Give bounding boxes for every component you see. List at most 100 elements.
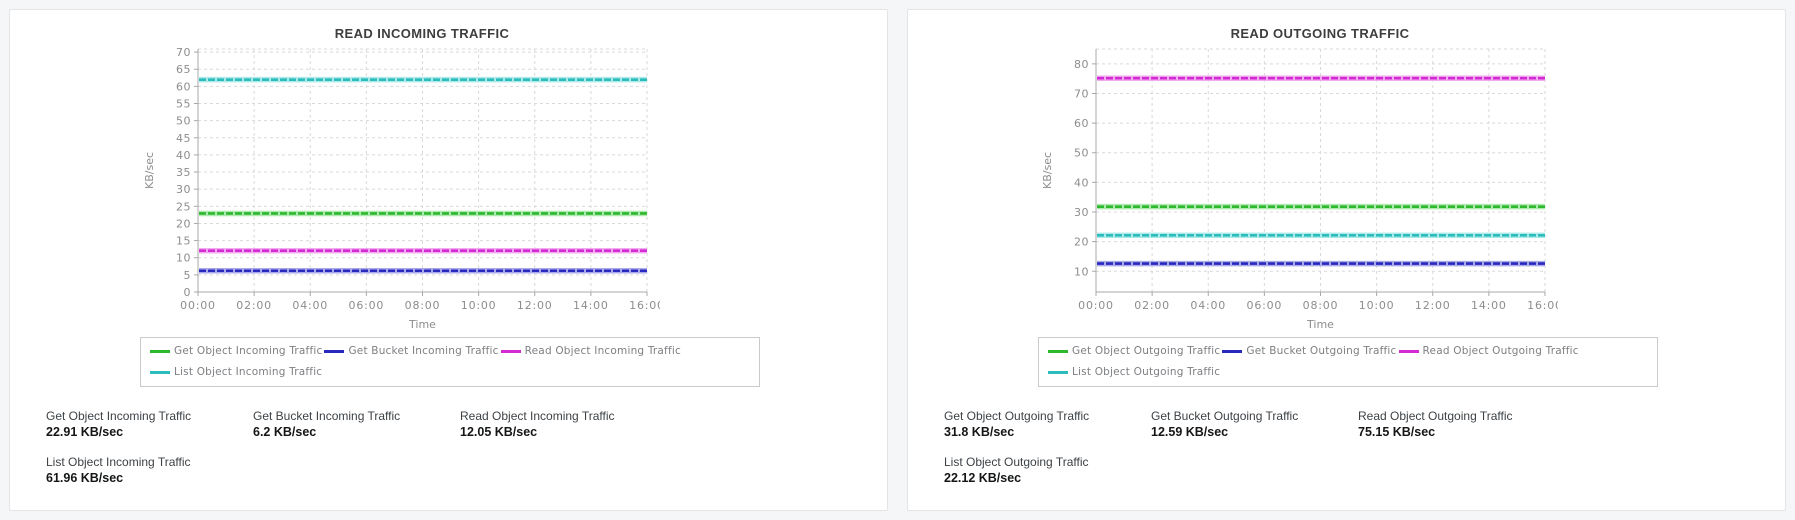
stat-label: Read Object Outgoing Traffic [1358,409,1513,423]
x-tick-label: 02:00 [1134,299,1170,312]
legend-swatch-line [500,350,521,353]
stat-label: Get Object Outgoing Traffic [944,409,1090,423]
stat-label: List Object Outgoing Traffic [944,455,1089,469]
y-tick-label: 10 [1074,265,1089,278]
stat-item: List Object Outgoing Traffic 22.12 KB/sec [944,455,1151,487]
x-tick-label: 10:00 [1359,299,1395,312]
y-tick-label: 60 [176,80,191,93]
legend-swatch-line [1048,350,1068,353]
y-tick-label: 55 [176,97,191,110]
line-chart: 10 20 30 40 50 60 70 80 00:00 02:00 04:00 06:00 08:0… [1041,48,1558,331]
y-tick-label: 25 [176,200,191,213]
x-tick-label: 00:00 [1078,299,1114,312]
stat-item: Read Object Incoming Traffic 12.05 KB/sec [460,409,667,441]
x-axis-label: Time [408,318,436,331]
y-tick-label: 50 [176,115,191,128]
stat-label: Get Object Incoming Traffic [46,409,192,423]
stat-value: 22.91 KB/sec [46,425,124,439]
legend-swatch-line [324,350,345,353]
x-tick-label: 06:00 [1247,299,1283,312]
x-tick-label: 14:00 [1471,299,1507,312]
legend-item[interactable]: List Object Incoming Traffic [150,364,322,381]
y-tick-label: 15 [176,235,191,248]
incoming-traffic-panel: READ INCOMING TRAFFIC 0 5 10 15 20 25 30 35 40 45… [9,9,888,511]
legend-swatch-line [150,371,170,374]
x-tick-label: 16:00 [629,299,660,312]
legend-label: Get Bucket Outgoing Traffic [1246,345,1397,357]
legend-label: Read Object Outgoing Traffic [1422,345,1579,357]
legend-swatch-line [1398,350,1419,353]
y-tick-label: 70 [176,46,191,59]
stat-value: 6.2 KB/sec [253,425,317,439]
chart-block: READ OUTGOING TRAFFIC 10 20 30 40 50 60 70 80 00… [1038,24,1558,335]
stat-label: Read Object Incoming Traffic [460,409,615,423]
legend-item[interactable]: Get Object Incoming Traffic [150,343,322,360]
y-tick-label: 20 [1074,236,1089,249]
stat-item: Get Object Outgoing Traffic 31.8 KB/sec [944,409,1151,441]
stat-label: List Object Incoming Traffic [46,455,191,469]
chart-title: READ INCOMING TRAFFIC [334,26,510,41]
stat-value: 75.15 KB/sec [1358,425,1436,439]
legend-label: Get Bucket Incoming Traffic [348,345,499,357]
legend-item[interactable]: Get Bucket Incoming Traffic [324,343,498,360]
legend-item[interactable]: Get Object Outgoing Traffic [1048,343,1220,360]
stat-label: Get Bucket Outgoing Traffic [1151,409,1299,423]
y-tick-label: 20 [176,217,191,230]
stat-item: Read Object Outgoing Traffic 75.15 KB/sec [1358,409,1565,441]
stat-value: 61.96 KB/sec [46,471,124,485]
x-tick-label: 04:00 [1190,299,1226,312]
chart-legend: Get Object Outgoing Traffic Get Bucket Ou… [1038,337,1658,387]
legend-label: List Object Outgoing Traffic [1072,366,1221,378]
y-tick-label: 10 [176,252,191,265]
x-tick-label: 10:00 [461,299,497,312]
legend-item[interactable]: Read Object Outgoing Traffic [1398,343,1579,360]
x-tick-label: 08:00 [1303,299,1339,312]
y-tick-label: 5 [184,269,192,282]
chart-stats: Get Object Outgoing Traffic 31.8 KB/sec Ge… [944,409,1785,487]
stat-value: 22.12 KB/sec [944,471,1022,485]
y-tick-label: 45 [176,132,191,145]
stat-value: 12.59 KB/sec [1151,425,1229,439]
outgoing-traffic-panel: READ OUTGOING TRAFFIC 10 20 30 40 50 60 70 80 00… [907,9,1786,511]
legend-label: Get Object Incoming Traffic [174,345,323,357]
chart-block: READ INCOMING TRAFFIC 0 5 10 15 20 25 30 35 40 45… [140,24,660,335]
legend-swatch-line [1222,350,1243,353]
x-tick-label: 06:00 [349,299,385,312]
y-tick-label: 30 [176,183,191,196]
chart-legend: Get Object Incoming Traffic Get Bucket In… [140,337,760,387]
x-tick-label: 04:00 [292,299,328,312]
stat-value: 12.05 KB/sec [460,425,538,439]
legend-item[interactable]: Get Bucket Outgoing Traffic [1222,343,1396,360]
line-chart: 0 5 10 15 20 25 30 35 40 45 50 55 60 65 70 00:00 02:00 04… [143,46,660,331]
y-axis-label: KB/sec [1041,152,1054,189]
stat-value: 31.8 KB/sec [944,425,1015,439]
y-tick-label: 60 [1074,117,1089,130]
x-tick-label: 12:00 [1415,299,1451,312]
legend-item[interactable]: List Object Outgoing Traffic [1048,364,1220,381]
y-tick-label: 50 [1074,147,1089,160]
y-tick-label: 65 [176,63,191,76]
chart-stats: Get Object Incoming Traffic 22.91 KB/sec G… [46,409,887,487]
y-tick-label: 35 [176,166,191,179]
legend-item[interactable]: Read Object Incoming Traffic [500,343,681,360]
x-tick-label: 08:00 [405,299,441,312]
x-tick-label: 12:00 [517,299,553,312]
y-axis-label: KB/sec [143,152,156,189]
stat-label: Get Bucket Incoming Traffic [253,409,401,423]
x-tick-label: 00:00 [180,299,216,312]
x-tick-label: 14:00 [573,299,609,312]
x-tick-label: 02:00 [236,299,272,312]
y-tick-label: 70 [1074,87,1089,100]
x-axis-label: Time [1306,318,1334,331]
x-tick-label: 16:00 [1527,299,1558,312]
stat-item: Get Bucket Incoming Traffic 6.2 KB/sec [253,409,460,441]
legend-swatch-line [150,350,170,353]
stat-item: Get Object Incoming Traffic 22.91 KB/sec [46,409,253,441]
legend-swatch-line [1048,371,1068,374]
y-tick-label: 30 [1074,206,1089,219]
legend-label: List Object Incoming Traffic [174,366,323,378]
y-tick-label: 40 [1074,176,1089,189]
y-tick-label: 0 [184,286,192,299]
legend-label: Get Object Outgoing Traffic [1072,345,1221,357]
stat-item: Get Bucket Outgoing Traffic 12.59 KB/sec [1151,409,1358,441]
